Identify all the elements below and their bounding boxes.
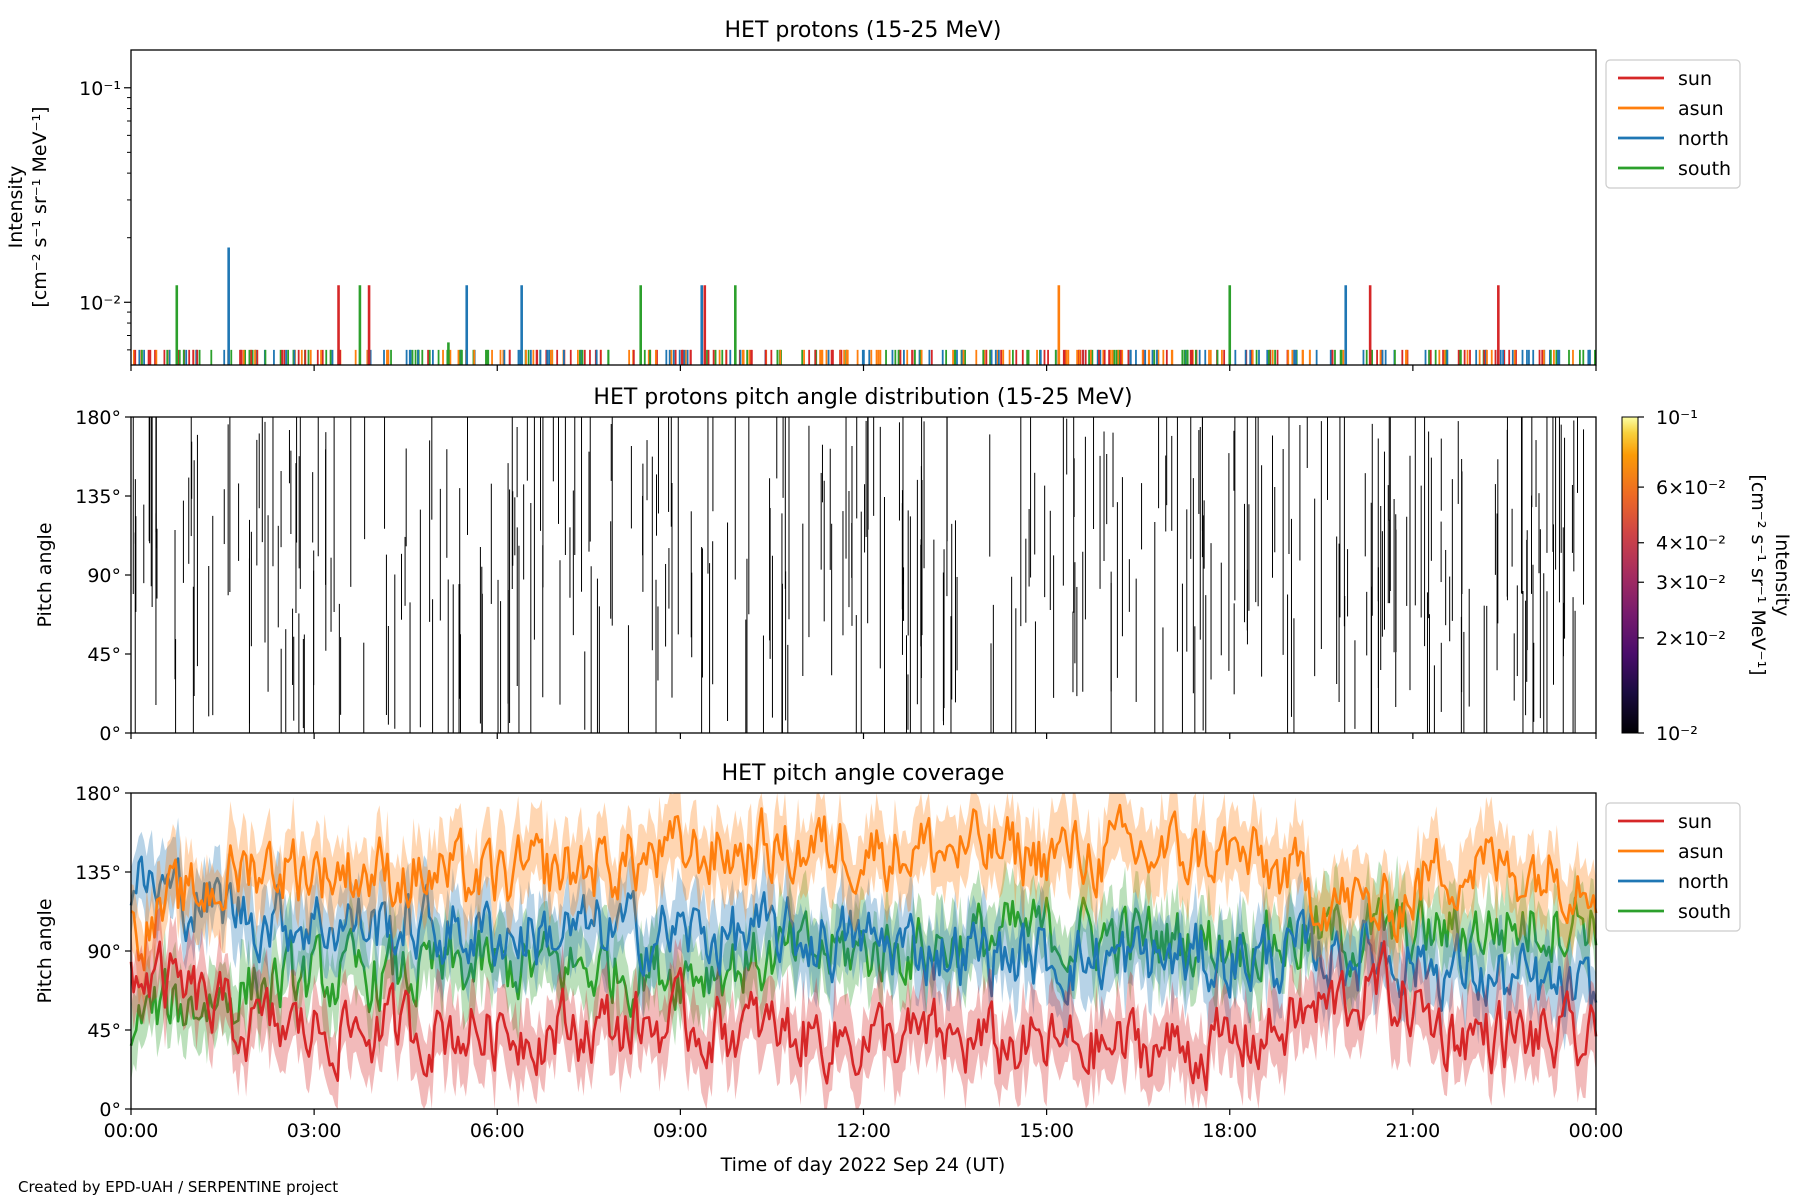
panel1-ylabel-line2: [cm⁻² s⁻¹ sr⁻¹ MeV⁻¹] (29, 106, 51, 307)
y-tick-label: 45° (87, 644, 121, 666)
x-tick-label: 00:00 (104, 1120, 159, 1142)
y-tick-label: 0° (99, 1099, 121, 1121)
panel1-legend: sun asun north south (1605, 59, 1741, 189)
panel1-frame (130, 49, 1597, 366)
x-tick-label: 03:00 (287, 1120, 342, 1142)
panel1-title: HET protons (15-25 MeV) (725, 18, 1002, 43)
y-tick-label: 135° (75, 862, 121, 884)
legend-label-south: south (1678, 158, 1731, 180)
panel3-legend-box (1605, 802, 1741, 932)
coverage-line-sun (129, 940, 1598, 1092)
y-tick-label: 180° (75, 783, 121, 805)
colorbar-label-line2: [cm⁻² s⁻¹ sr⁻¹ MeV⁻¹] (1747, 474, 1769, 675)
coverage-line-asun (130, 803, 1598, 972)
panel1-legend-box (1605, 59, 1741, 189)
colorbar-tick-label: 10⁻² (1656, 723, 1698, 745)
y-tick-label: 90° (87, 565, 121, 587)
legend-label-north: north (1678, 128, 1729, 150)
colorbar-ticks: 10⁻¹ 6×10⁻² 4×10⁻² 3×10⁻² 2×10⁻² 10⁻² (1638, 407, 1726, 745)
x-tick-label: 21:00 (1385, 1120, 1440, 1142)
panel1-ylabel: Intensity [cm⁻² s⁻¹ sr⁻¹ MeV⁻¹] (5, 106, 51, 307)
y-tick-label: 180° (75, 407, 121, 429)
panel3-title: HET pitch angle coverage (722, 761, 1005, 786)
panel2-title: HET protons pitch angle distribution (15… (593, 385, 1132, 410)
legend-label-asun: asun (1678, 98, 1724, 120)
y-tick-label: 90° (87, 941, 121, 963)
y-tick-label: 135° (75, 486, 121, 508)
x-axis-label: Time of day 2022 Sep 24 (UT) (720, 1154, 1006, 1176)
y-tick-label: 10⁻¹ (79, 78, 121, 100)
colorbar-label: Intensity [cm⁻² s⁻¹ sr⁻¹ MeV⁻¹] (1747, 474, 1793, 675)
x-tick-label: 12:00 (836, 1120, 891, 1142)
colorbar-tick-label: 2×10⁻² (1656, 628, 1726, 650)
panel-pad: HET protons pitch angle distribution (15… (34, 385, 1793, 745)
y-tick-label: 45° (87, 1020, 121, 1042)
x-tick-label: 18:00 (1202, 1120, 1257, 1142)
pad-segments-group (132, 417, 1585, 733)
coverage-line-north (129, 855, 1598, 1018)
panel3-ylabel: Pitch angle (34, 898, 56, 1003)
x-tick-label: 00:00 (1569, 1120, 1624, 1142)
panel-intensity: HET protons (15-25 MeV) 10⁻² 10⁻¹ Intensi… (5, 18, 1741, 371)
y-tick-label: 10⁻² (79, 292, 121, 314)
colorbar-gradient (1621, 416, 1639, 734)
legend-label-north: north (1678, 871, 1729, 893)
y-tick-label: 0° (99, 723, 121, 745)
x-tick-label: 15:00 (1019, 1120, 1074, 1142)
legend-label-sun: sun (1678, 68, 1712, 90)
coverage-band-south (131, 854, 1596, 1082)
panel1-axes: 10⁻² 10⁻¹ (79, 78, 1597, 371)
coverage-band-sun (131, 907, 1596, 1109)
credit-text: Created by EPD-UAH / SERPENTINE project (18, 1178, 338, 1196)
colorbar: 10⁻¹ 6×10⁻² 4×10⁻² 3×10⁻² 2×10⁻² 10⁻² Intensi… (1621, 407, 1793, 745)
colorbar-tick-label: 6×10⁻² (1656, 477, 1726, 499)
legend-label-south: south (1678, 901, 1731, 923)
panel3-axes: 00:00 03:00 06:00 09:00 12:00 15:00 18:00 21:00… (75, 783, 1623, 1142)
panel1-ylabel-line1: Intensity (5, 166, 27, 249)
colorbar-label-line1: Intensity (1771, 534, 1793, 617)
colorbar-tick-label: 3×10⁻² (1656, 572, 1726, 594)
colorbar-tick-label: 10⁻¹ (1656, 407, 1698, 429)
x-tick-label: 09:00 (653, 1120, 708, 1142)
panel2-axes: 0° 45° 90° 135° 180° (75, 407, 1597, 745)
panel3-legend: sun asun north south (1605, 802, 1741, 932)
x-tick-label: 06:00 (470, 1120, 525, 1142)
panel2-ylabel: Pitch angle (34, 522, 56, 627)
legend-label-asun: asun (1678, 841, 1724, 863)
coverage-series-group (129, 793, 1598, 1109)
intensity-series-group (133, 247, 1596, 365)
colorbar-tick-label: 4×10⁻² (1656, 533, 1726, 555)
legend-label-sun: sun (1678, 811, 1712, 833)
panel-coverage: HET pitch angle coverage 00:00 03:00 06:00… (34, 761, 1741, 1176)
